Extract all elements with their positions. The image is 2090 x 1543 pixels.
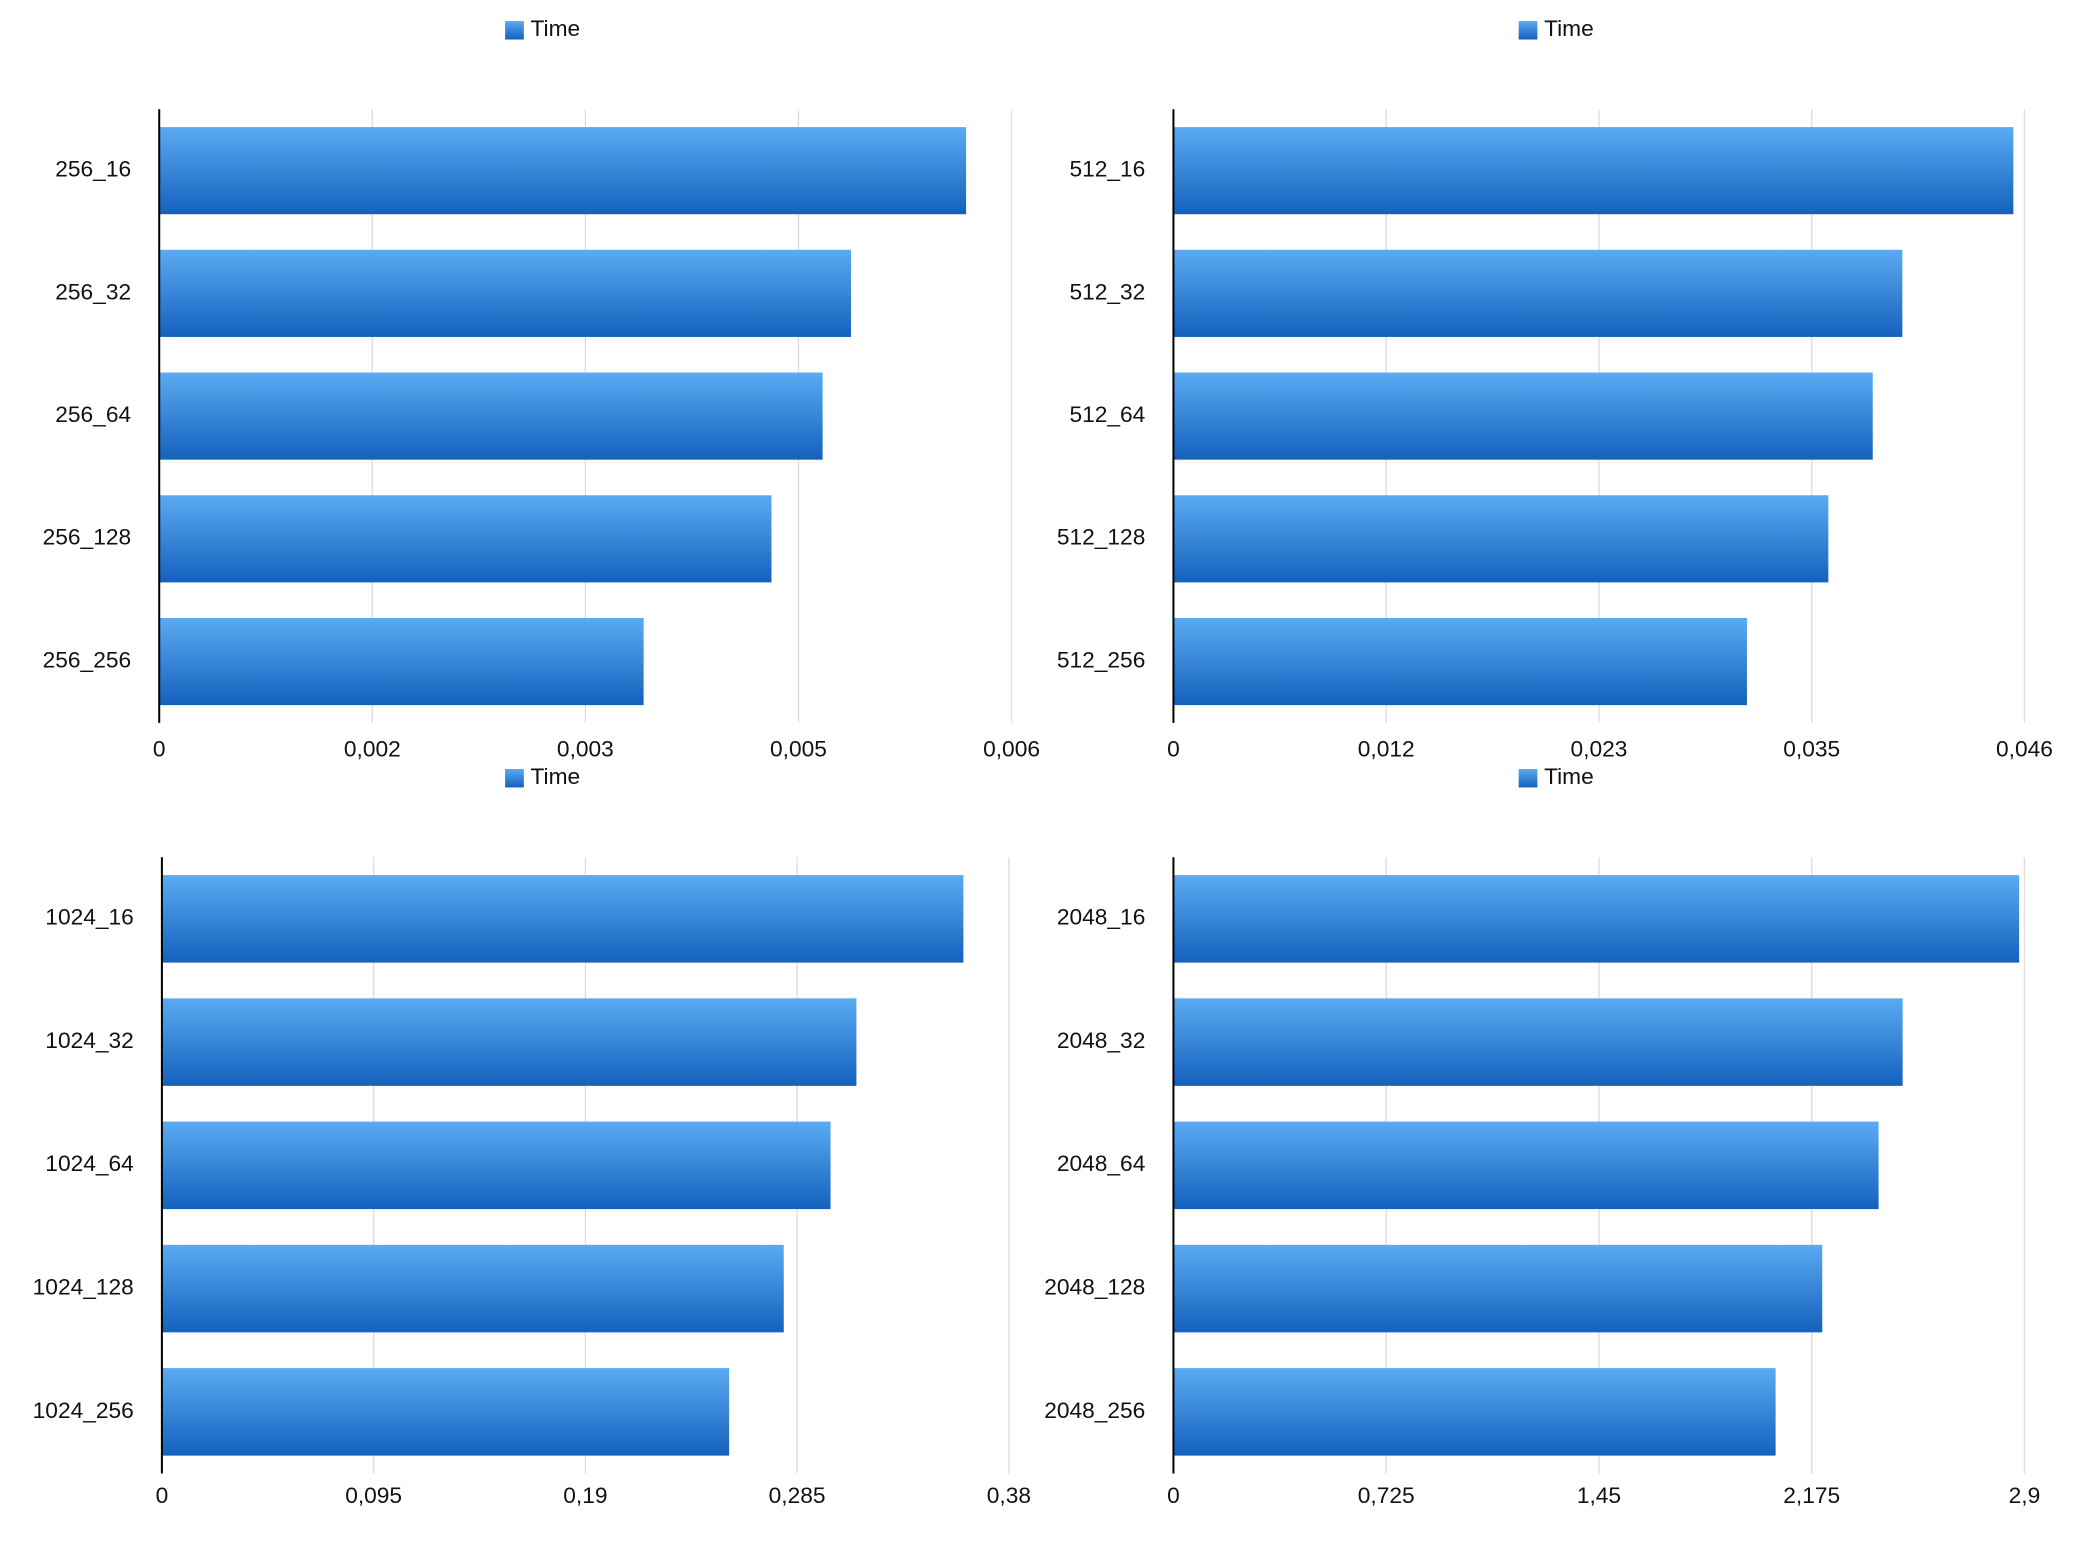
y-tick-label: 256_128 [43,525,131,550]
y-tick-label: 1024_64 [45,1151,133,1176]
y-tick-label: 256_64 [55,402,131,427]
y-tick-label: 512_256 [1057,648,1145,673]
x-tick-label: 0,023 [1571,737,1628,762]
legend-swatch [1518,769,1538,788]
bar [1173,127,2014,215]
bar [1173,1121,1879,1210]
legend-label: Time [531,16,581,41]
y-tick-label: 512_128 [1057,525,1145,550]
bar [159,495,772,583]
y-tick-label: 2048_16 [1057,905,1145,930]
bar [1173,372,1873,460]
bar [159,372,823,460]
bar [1173,617,1747,706]
legend-label: Time [531,764,581,789]
y-tick-label: 1024_16 [45,905,133,930]
bar [1173,1368,1776,1456]
y-tick-label: 512_16 [1070,157,1146,182]
x-tick-label: 0,005 [770,737,827,762]
x-tick-label: 0,19 [563,1483,607,1508]
bar [1173,998,1903,1086]
bar-chart: 0 0,725 1,45 2,175 2,9 Time 2048_16 2048_32 2048… [1044,764,2040,1508]
x-tick-label: 0,38 [987,1483,1031,1508]
x-tick-label: 0,285 [769,1483,826,1508]
x-tick-label: 0,046 [1996,737,2053,762]
bar [161,1121,831,1210]
legend-label: Time [1544,764,1594,789]
bar [1173,495,1829,583]
y-tick-label: 2048_128 [1044,1275,1145,1300]
x-tick-label: 0,035 [1783,737,1840,762]
y-tick-label: 1024_256 [33,1398,134,1423]
y-tick-label: 256_32 [55,279,131,304]
x-tick-label: 0 [1167,1483,1180,1508]
bar [1173,875,2020,963]
y-tick-label: 2048_64 [1057,1151,1145,1176]
legend-swatch [505,21,524,40]
x-tick-label: 0,095 [345,1483,402,1508]
bar [161,1368,730,1456]
bar [1173,249,1903,337]
legend-swatch [505,769,524,788]
bar [161,1244,784,1333]
x-tick-label: 0 [1167,737,1180,762]
legend-label: Time [1544,16,1594,41]
bar [161,998,857,1086]
bar [159,127,967,215]
x-tick-label: 0,012 [1358,737,1415,762]
bar-chart: 0 0,002 0,003 0,005 0,006 Time 256_16 256_32 256… [43,16,1040,761]
bar-chart: 0 0,012 0,023 0,035 0,046 Time 512_16 512_32 512… [1057,16,2053,761]
y-tick-label: 1024_128 [33,1275,134,1300]
x-tick-label: 0,003 [557,737,614,762]
bar [159,617,644,706]
y-tick-label: 256_16 [55,157,131,182]
x-tick-label: 0 [153,737,166,762]
y-tick-label: 512_64 [1070,402,1146,427]
y-tick-label: 1024_32 [45,1028,133,1053]
bar [159,249,852,337]
x-tick-label: 0 [156,1483,169,1508]
x-tick-label: 2,9 [2009,1483,2041,1508]
x-tick-label: 0,006 [983,737,1040,762]
y-tick-label: 256_256 [43,648,131,673]
y-tick-label: 2048_256 [1044,1398,1145,1423]
bar-chart: 0 0,095 0,19 0,285 0,38 Time 1024_16 1024_32 102… [33,764,1031,1508]
x-tick-label: 0,725 [1358,1483,1415,1508]
x-tick-label: 2,175 [1783,1483,1840,1508]
bar [161,875,964,963]
y-tick-label: 512_32 [1070,279,1146,304]
x-tick-label: 0,002 [344,737,401,762]
y-tick-label: 2048_32 [1057,1028,1145,1053]
legend-swatch [1518,21,1538,40]
bar [1173,1244,1823,1333]
x-tick-label: 1,45 [1577,1483,1621,1508]
